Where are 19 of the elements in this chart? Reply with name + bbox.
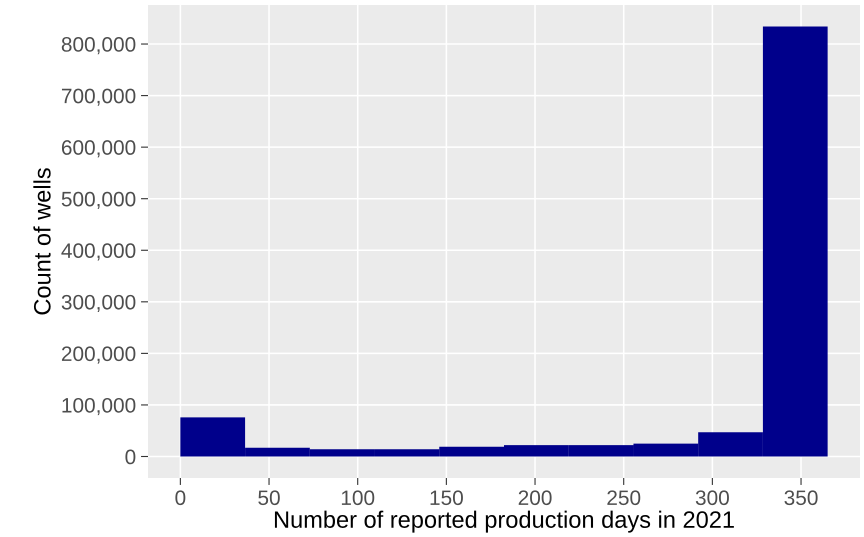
x-tick-label: 350 [784, 490, 818, 506]
x-tick-label: 300 [696, 490, 729, 506]
y-tick-label: 0 [125, 450, 136, 464]
y-tick-label: 200,000 [62, 346, 136, 364]
y-tick-label: 600,000 [62, 140, 136, 158]
y-tick-label: 700,000 [62, 88, 136, 106]
y-tick-label: 500,000 [62, 192, 136, 209]
x-tick-label: 50 [258, 490, 280, 506]
y-tick-label: 800,000 [62, 37, 136, 54]
y-axis-title: Count of wells [33, 168, 51, 314]
y-tick-label: 400,000 [61, 243, 136, 260]
x-tick-label: 100 [342, 490, 374, 506]
x-tick-label: 200 [518, 490, 552, 506]
x-axis-title: Number of reported production days in 2021 [274, 510, 734, 533]
y-tick-label: 300,000 [62, 294, 136, 312]
x-tick-label: 150 [430, 490, 463, 506]
x-tick-label: 250 [607, 490, 640, 506]
x-tick-label: 0 [175, 490, 186, 506]
y-tick-label: 100,000 [62, 398, 136, 416]
